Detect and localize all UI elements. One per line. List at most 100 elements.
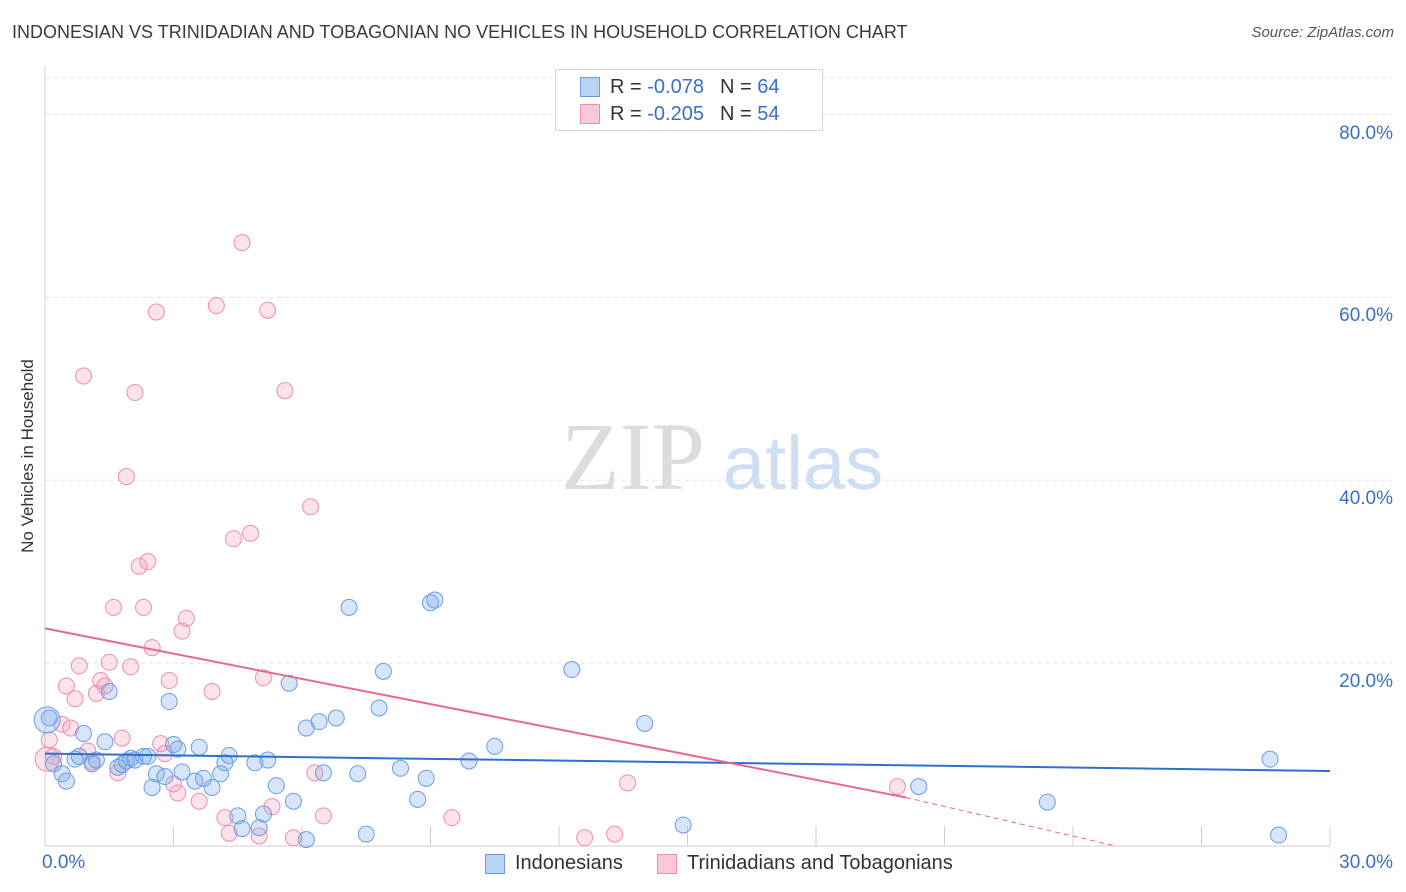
point-indonesian-large — [33, 706, 61, 734]
bottom-legend-swatch-blue — [485, 853, 505, 874]
point-indonesian — [70, 747, 88, 765]
point-indonesian — [280, 674, 298, 692]
point-indonesian — [460, 752, 478, 770]
point-trinidadian — [100, 653, 118, 671]
y-tick-label: 20.0% — [1339, 671, 1393, 693]
point-indonesian — [212, 765, 230, 783]
watermark-zip: ZIP — [561, 403, 705, 510]
point-indonesian — [370, 699, 388, 717]
point-indonesian — [1261, 750, 1279, 768]
point-indonesian — [75, 725, 93, 743]
point-indonesian — [636, 714, 654, 732]
watermark: ZIP atlas — [561, 403, 883, 510]
point-indonesian — [96, 733, 114, 751]
legend-row-trinidadians: R = -0.205 N = 54 — [580, 102, 779, 126]
point-indonesian — [254, 805, 272, 823]
point-indonesian — [57, 772, 75, 790]
point-indonesian — [486, 737, 504, 755]
point-trinidadian — [130, 557, 148, 575]
legend-r-value: -0.078 — [647, 75, 704, 98]
point-trinidadian — [284, 829, 302, 847]
legend-r-label: R = — [610, 75, 642, 98]
point-trinidadian — [263, 798, 281, 816]
point-indonesian — [40, 709, 58, 727]
source-label: Source: ZipAtlas.com — [1251, 24, 1394, 41]
point-trinidadian — [122, 658, 140, 676]
point-trinidadian — [443, 809, 461, 827]
point-trinidadian — [190, 792, 208, 810]
point-trinidadian — [126, 384, 144, 402]
point-trinidadian — [173, 622, 191, 640]
y-tick-label: 80.0% — [1339, 122, 1393, 144]
point-trinidadian — [57, 677, 75, 695]
point-indonesian — [267, 777, 285, 795]
point-indonesian — [297, 831, 315, 849]
legend-r-label: R = — [610, 102, 642, 125]
point-trinidadian — [113, 729, 131, 747]
point-indonesian — [169, 740, 187, 758]
point-indonesian — [135, 747, 153, 765]
point-indonesian — [392, 759, 410, 777]
point-indonesian — [327, 709, 345, 727]
trend-line-indonesians — [44, 752, 1331, 773]
point-indonesian — [417, 769, 435, 787]
point-trinidadian — [139, 553, 157, 571]
trend-lines — [44, 627, 1331, 847]
point-indonesian — [160, 693, 178, 711]
point-indonesian — [194, 769, 212, 787]
point-trinidadian — [105, 598, 123, 616]
point-indonesian — [349, 765, 367, 783]
point-trinidadian — [169, 784, 187, 802]
point-trinidadian — [254, 669, 272, 687]
point-indonesian — [674, 816, 692, 834]
point-trinidadian — [87, 684, 105, 702]
point-trinidadian — [306, 764, 324, 782]
series-trinidadians-points — [34, 234, 906, 847]
x-tick-label-min: 0.0% — [42, 852, 86, 873]
point-trinidadian — [619, 774, 637, 792]
point-indonesian — [173, 763, 191, 781]
point-trinidadian — [224, 530, 242, 548]
x-tick-label-max: 30.0% — [1339, 852, 1393, 873]
point-trinidadian — [66, 690, 84, 708]
y-tick-label: 60.0% — [1339, 305, 1393, 327]
series-indonesians-points — [33, 591, 1288, 849]
point-indonesian — [563, 661, 581, 679]
point-trinidadian — [606, 825, 624, 843]
legend-row-indonesians: R = -0.078 N = 64 — [580, 75, 779, 99]
gridlines — [45, 77, 1392, 664]
point-trinidadian — [40, 731, 58, 749]
point-trinidadian — [177, 609, 195, 627]
point-indonesian — [284, 792, 302, 810]
legend-n-label: N = — [719, 75, 752, 98]
watermark-atlas: atlas — [723, 421, 884, 506]
bottom-legend-swatch-pink — [657, 853, 677, 874]
point-trinidadian — [216, 809, 234, 827]
point-indonesian — [246, 754, 264, 772]
point-trinidadian — [242, 524, 260, 542]
point-trinidadian — [314, 807, 332, 825]
point-indonesian — [1038, 793, 1056, 811]
point-indonesian — [139, 747, 157, 765]
point-trinidadian — [117, 468, 135, 486]
point-indonesian — [87, 751, 105, 769]
point-trinidadian — [147, 303, 165, 321]
bottom-legend-label: Indonesians — [515, 852, 623, 874]
point-trinidadian — [233, 234, 251, 252]
legend-swatch-blue — [580, 77, 600, 97]
point-indonesian — [156, 768, 174, 786]
correlation-legend: R = -0.078 N = 64 R = -0.205 N = 54 — [555, 69, 823, 131]
point-indonesian — [310, 713, 328, 731]
legend-n-value: 64 — [757, 75, 780, 98]
point-indonesian — [229, 807, 247, 825]
trend-line-trinidadians — [44, 627, 907, 799]
bottom-legend-indonesians: Indonesians — [485, 852, 623, 875]
point-indonesian — [340, 598, 358, 616]
point-indonesian — [250, 819, 268, 837]
bottom-legend-label: Trinidadians and Tobagonians — [687, 852, 953, 874]
legend-n-label: N = — [719, 102, 752, 125]
point-trinidadian — [156, 745, 174, 763]
point-trinidadian — [203, 682, 221, 700]
point-trinidadian — [207, 297, 225, 315]
